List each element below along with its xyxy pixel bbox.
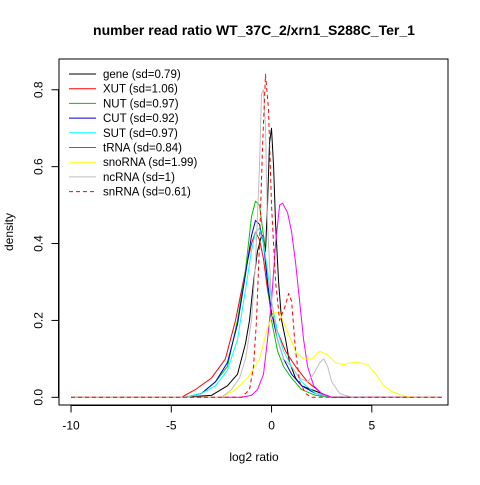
legend-label-5: tRNA (sd=0.84) xyxy=(103,143,182,155)
series-line-8 xyxy=(71,73,442,398)
legend: gene (sd=0.79) XUT (sd=1.06) NUT (sd=0.97)… xyxy=(69,69,197,199)
y-tick-label: 0.0 xyxy=(32,389,46,406)
legend-label-4: SUT (sd=0.97) xyxy=(103,128,178,140)
x-tick-label: -5 xyxy=(166,419,177,433)
legend-label-2: NUT (sd=0.97) xyxy=(103,98,179,110)
y-tick-label: 0.6 xyxy=(32,158,46,175)
x-tick-label: -10 xyxy=(62,419,80,433)
y-axis-label: density xyxy=(2,213,16,251)
chart-title: number read ratio WT_37C_2/xrn1_S288C_Te… xyxy=(93,22,415,38)
legend-label-8: snRNA (sd=0.61) xyxy=(103,187,191,199)
legend-label-3: CUT (sd=0.92) xyxy=(103,113,179,125)
series-line-5 xyxy=(71,202,442,398)
series-lines xyxy=(71,73,442,398)
series-line-6 xyxy=(71,312,442,398)
y-tick-label: 0.2 xyxy=(32,312,46,329)
x-axis-label: log2 ratio xyxy=(229,450,279,464)
legend-label-1: XUT (sd=1.06) xyxy=(103,84,178,96)
y-tick-label: 0.8 xyxy=(32,81,46,98)
legend-label-7: ncRNA (sd=1) xyxy=(103,172,175,184)
y-tick-label: 0.4 xyxy=(32,235,46,252)
series-line-7 xyxy=(71,89,442,398)
legend-label-0: gene (sd=0.79) xyxy=(103,69,181,81)
y-axis: 0.0 0.2 0.4 0.6 0.8 xyxy=(32,81,59,406)
x-tick-label: 0 xyxy=(268,419,275,433)
x-tick-label: 5 xyxy=(368,419,375,433)
series-line-1 xyxy=(71,231,442,398)
legend-label-6: snoRNA (sd=1.99) xyxy=(103,157,197,169)
x-axis: -10 -5 0 5 xyxy=(62,405,375,433)
series-line-4 xyxy=(71,227,442,398)
